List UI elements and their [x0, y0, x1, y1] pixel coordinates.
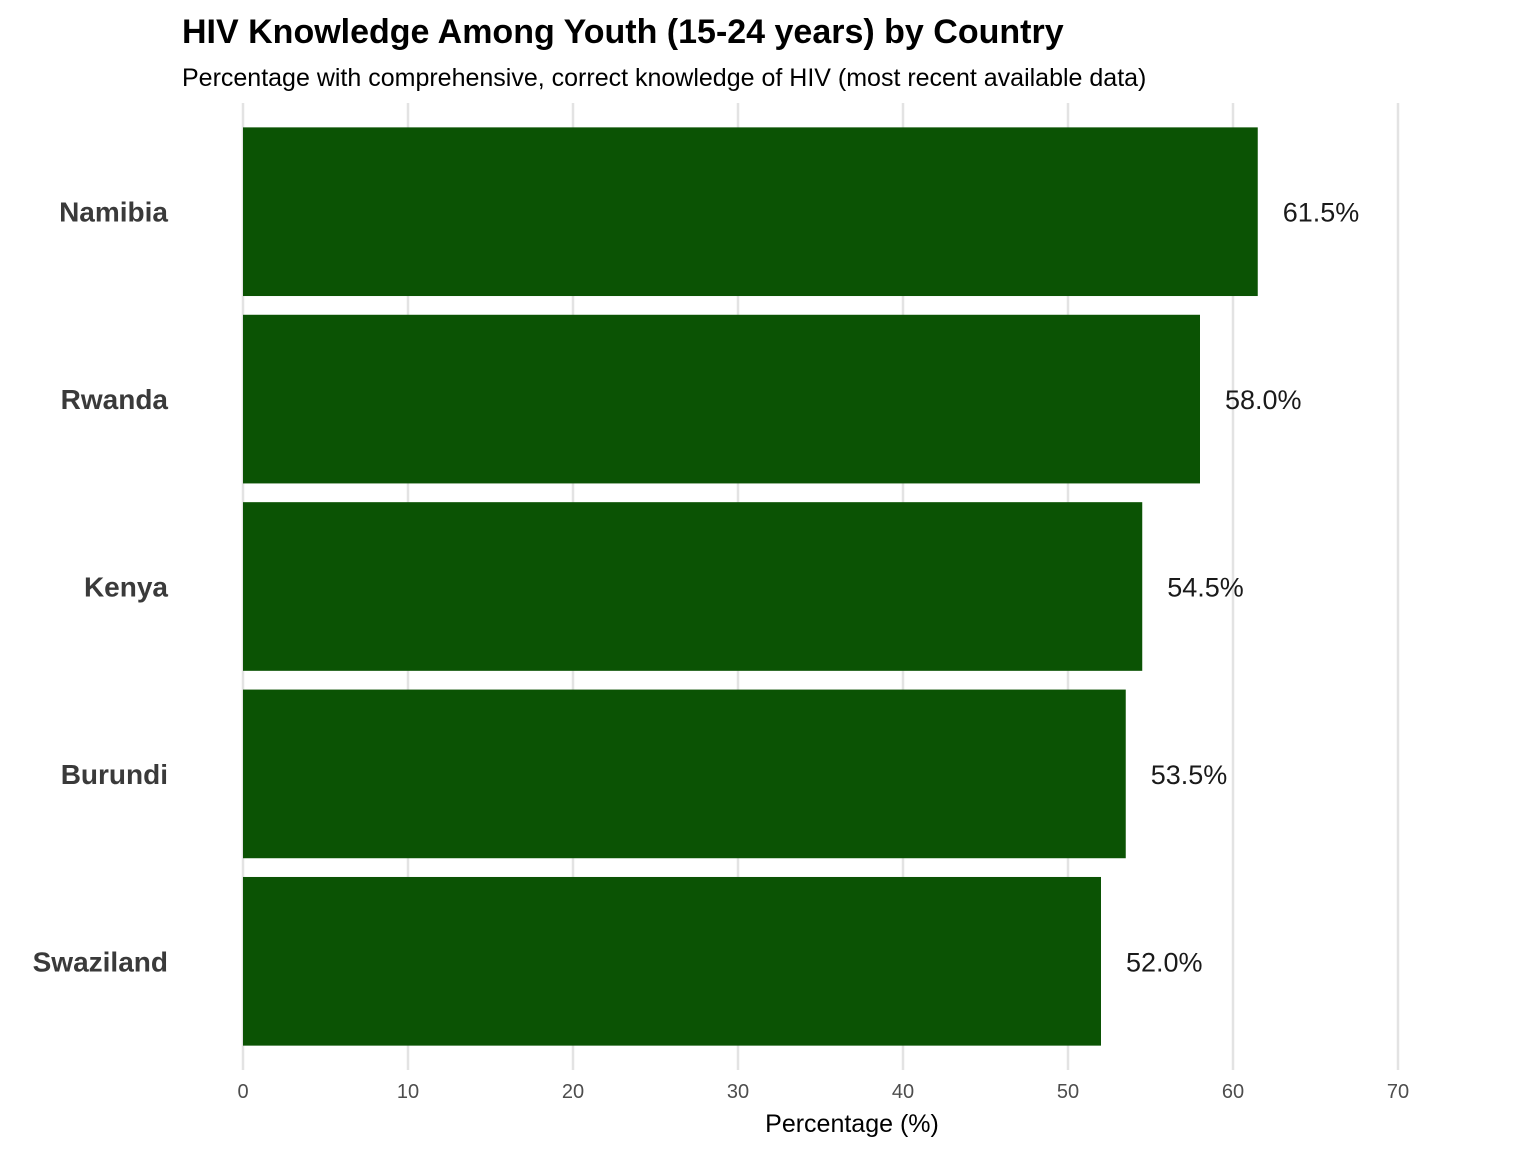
chart-title: HIV Knowledge Among Youth (15-24 years) …: [182, 13, 1064, 51]
x-tick-label: 50: [1057, 1081, 1079, 1103]
category-label: Kenya: [84, 572, 168, 603]
data-label: 52.0%: [1126, 947, 1203, 977]
category-label: Rwanda: [61, 384, 169, 415]
x-axis-title: Percentage (%): [765, 1110, 939, 1138]
x-axis-ticks: 0 10 20 30 40 50 60 70: [237, 1081, 1409, 1103]
bar: [243, 876, 1101, 1046]
x-tick-label: 70: [1387, 1081, 1409, 1103]
category-labels: Namibia Rwanda Kenya Burundi Swaziland: [33, 197, 169, 978]
data-label: 54.5%: [1167, 573, 1244, 603]
data-label: 58.0%: [1225, 385, 1302, 415]
x-tick-label: 0: [237, 1081, 248, 1103]
category-label: Swaziland: [33, 946, 168, 977]
data-labels: 61.5% 58.0% 54.5% 53.5% 52.0%: [1126, 198, 1359, 978]
x-tick-label: 20: [562, 1081, 584, 1103]
x-tick-label: 10: [397, 1081, 419, 1103]
x-tick-label: 40: [892, 1081, 914, 1103]
x-tick-label: 60: [1222, 1081, 1244, 1103]
x-tick-label: 30: [727, 1081, 749, 1103]
category-label: Namibia: [59, 197, 168, 228]
bar: [243, 689, 1126, 859]
category-label: Burundi: [61, 759, 168, 790]
data-label: 61.5%: [1283, 198, 1360, 228]
bar: [243, 502, 1143, 671]
data-label: 53.5%: [1151, 760, 1228, 790]
bar: [243, 314, 1200, 484]
bars: [243, 127, 1258, 1046]
bar: [243, 127, 1258, 297]
chart-subtitle: Percentage with comprehensive, correct k…: [182, 64, 1146, 92]
